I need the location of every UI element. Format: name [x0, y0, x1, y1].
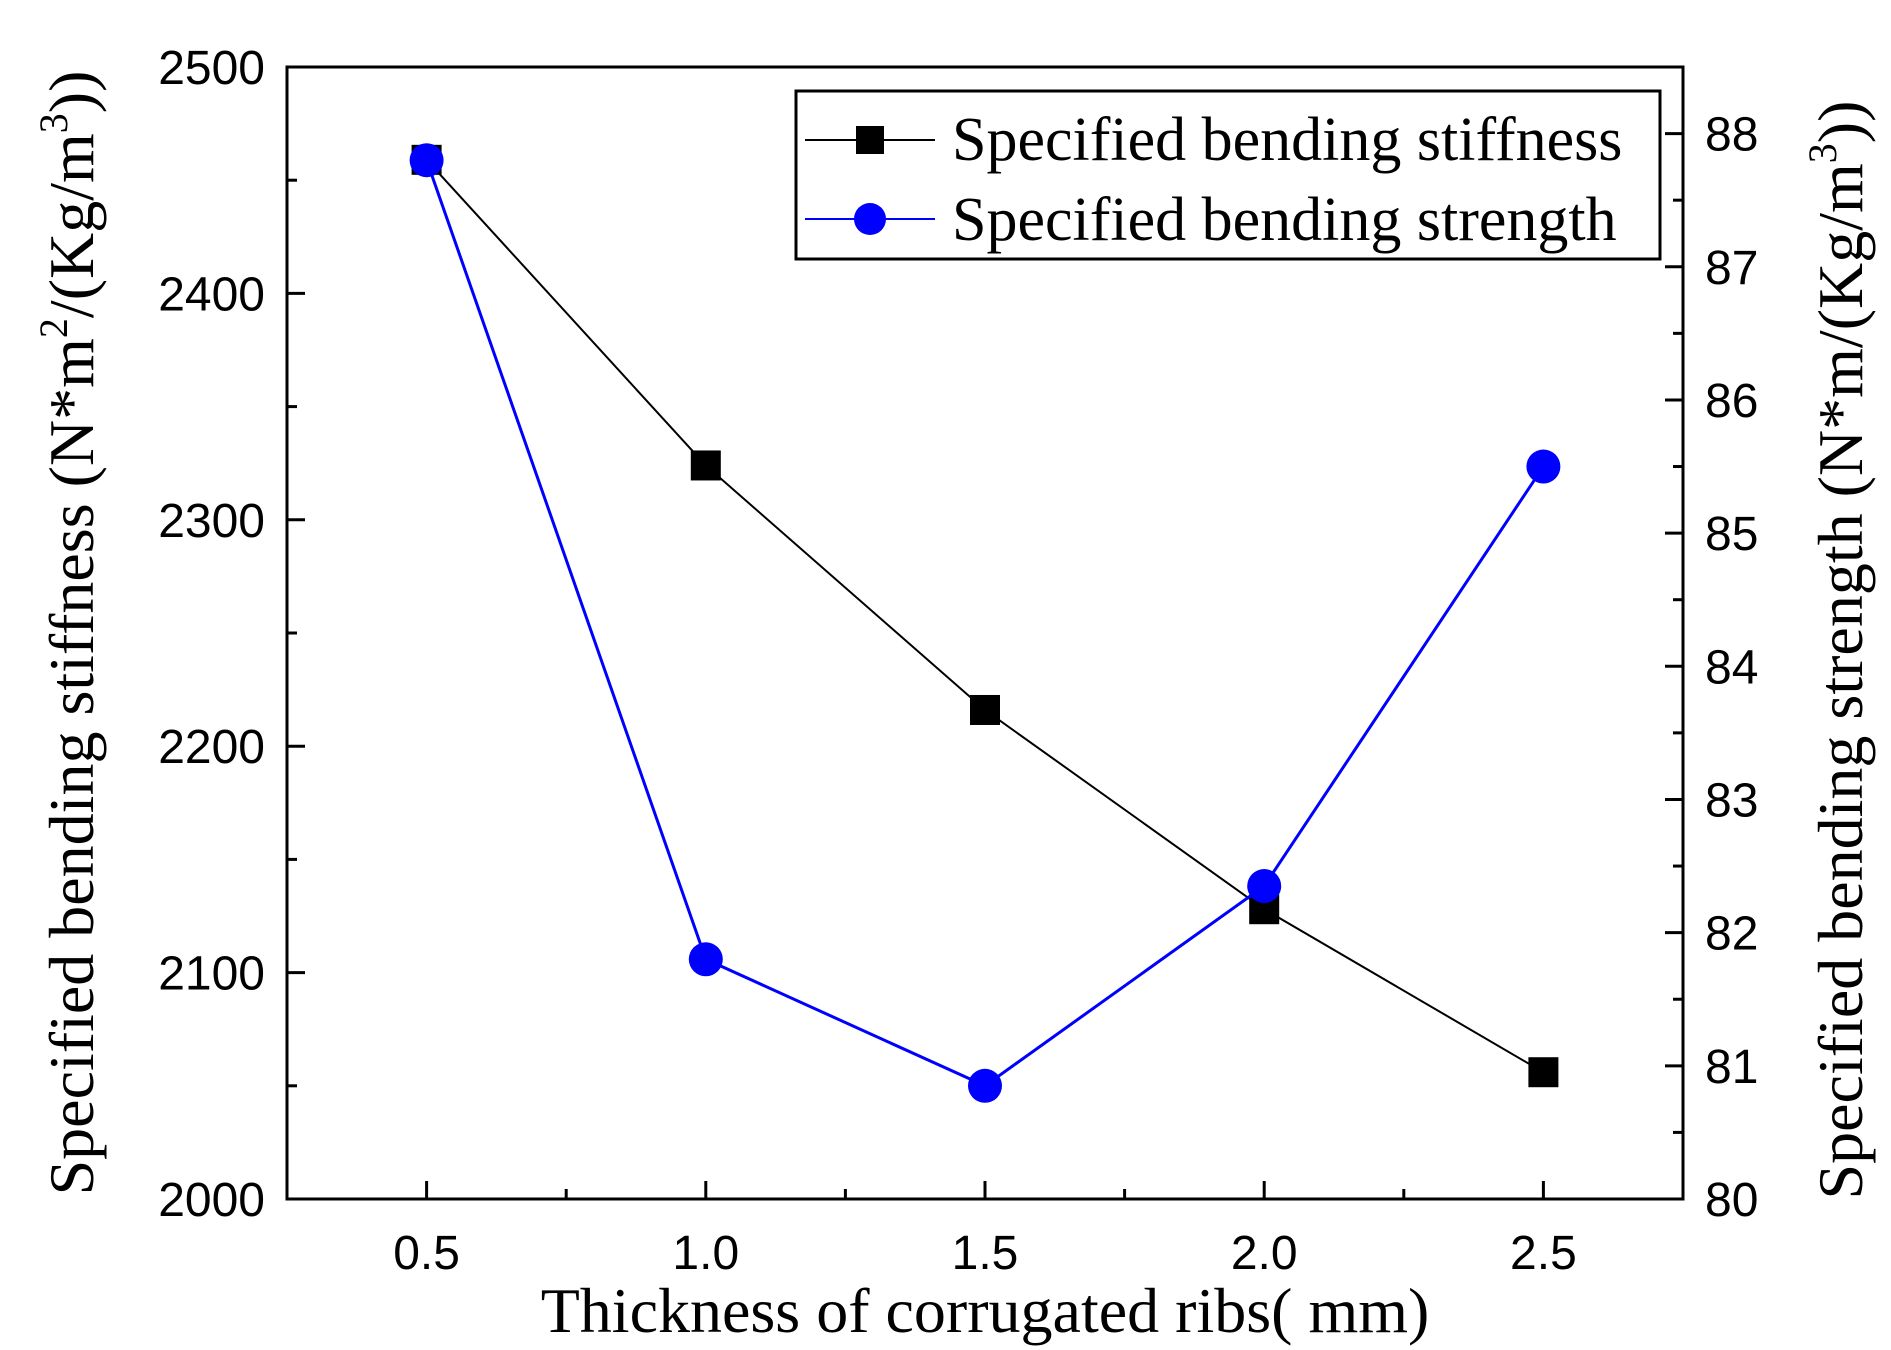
- right-y-tick-label: 80: [1705, 1174, 1758, 1227]
- right-y-tick-label: 84: [1705, 641, 1758, 694]
- left-y-label-superscript: 3: [31, 113, 76, 133]
- right-y-label-part: Specified bending strength (N*m/(Kg/m: [1805, 163, 1876, 1199]
- right-y-tick-label: 85: [1705, 508, 1758, 561]
- data-point-strength: [409, 143, 444, 178]
- legend-label-stiffness: Specified bending stiffness: [952, 106, 1622, 174]
- left-y-tick-label: 2400: [158, 268, 265, 321]
- left-y-label-part: )): [36, 71, 107, 114]
- legend-box: [794, 89, 1662, 261]
- data-point-strength: [1247, 869, 1282, 904]
- series-layer: [409, 143, 1561, 1103]
- data-point-strength: [1526, 449, 1561, 484]
- x-tick-label: 0.5: [393, 1227, 460, 1280]
- x-axis-ticks: 0.5 1.0 1.5 2.0 2.5: [285, 1181, 1685, 1280]
- x-tick-label: 2.0: [1231, 1227, 1298, 1280]
- right-y-axis-ticks: 80 81 82 83 84 85 86 87 88: [1665, 109, 1758, 1227]
- left-y-tick-label: 2000: [158, 1174, 265, 1227]
- series-line-strength: [425, 159, 1545, 1088]
- right-y-tick-label: 82: [1705, 908, 1758, 961]
- data-point-stiffness: [970, 694, 1000, 725]
- right-y-axis-title: Specified bending strength (N*m/(Kg/m3)): [1800, 101, 1876, 1200]
- left-y-tick-label: 2500: [158, 42, 265, 95]
- series-line-stiffness: [425, 159, 1544, 1074]
- data-point-stiffness: [690, 450, 721, 481]
- left-y-axis-ticks: 2000 2100 2200 2300 2400 2500: [158, 42, 305, 1227]
- right-y-label-superscript: 3: [1800, 143, 1845, 163]
- x-tick-label: 2.5: [1510, 1227, 1577, 1280]
- data-point-stiffness: [1528, 1057, 1559, 1088]
- right-y-tick-label: 86: [1705, 375, 1758, 428]
- left-y-tick-label: 2100: [158, 948, 265, 1001]
- x-tick-label: 1.0: [672, 1227, 739, 1280]
- left-y-label-part: /(Kg/m: [36, 133, 107, 318]
- right-y-tick-label: 81: [1705, 1041, 1758, 1094]
- right-y-label-part: )): [1805, 101, 1876, 144]
- legend-marker-strength: [854, 203, 886, 235]
- legend-marker-stiffness: [856, 126, 884, 154]
- right-y-tick-label: 87: [1705, 242, 1758, 295]
- x-axis-title: Thickness of corrugated ribs( mm): [541, 1275, 1430, 1346]
- data-point-strength: [968, 1068, 1002, 1103]
- data-point-strength: [688, 942, 723, 977]
- left-y-label-superscript: 2: [31, 318, 76, 338]
- left-y-label-part: Specified bending stiffness (N*m: [36, 338, 107, 1195]
- left-y-tick-label: 2200: [158, 721, 265, 774]
- right-y-tick-label: 83: [1705, 774, 1758, 827]
- legend: Specified bending stiffness Specified be…: [794, 89, 1662, 261]
- x-tick-label: 1.5: [952, 1227, 1019, 1280]
- left-y-axis-title: Specified bending stiffness (N*m2/(Kg/m3…: [31, 71, 107, 1196]
- right-y-tick-label: 88: [1705, 109, 1758, 162]
- left-y-tick-label: 2300: [158, 495, 265, 548]
- legend-label-strength: Specified bending strength: [952, 186, 1617, 254]
